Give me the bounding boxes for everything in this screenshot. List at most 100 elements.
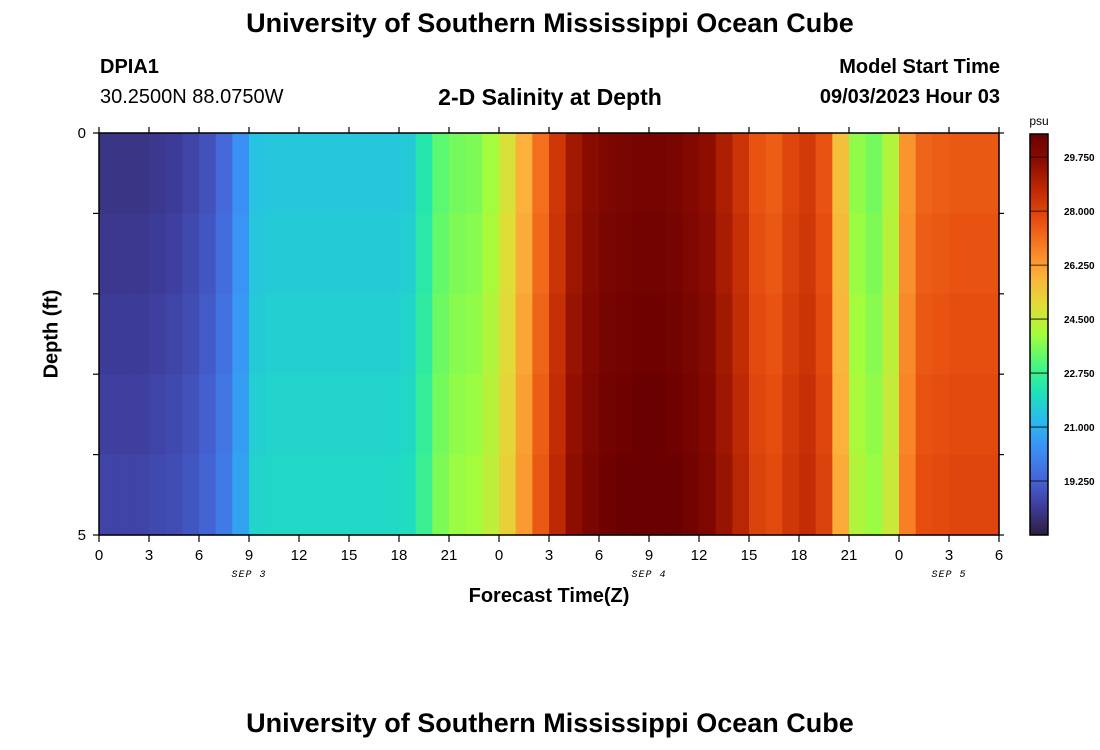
- heatmap-cell: [149, 454, 167, 536]
- heatmap-cell: [249, 293, 267, 375]
- heatmap-cell: [949, 454, 967, 536]
- heatmap-cell: [982, 133, 1000, 214]
- heatmap-cell: [432, 213, 450, 295]
- heatmap-cell: [182, 213, 200, 295]
- heatmap-cells: [99, 133, 1000, 536]
- heatmap-cell: [515, 454, 533, 536]
- heatmap-cell: [382, 374, 400, 456]
- heatmap-cell: [599, 293, 617, 375]
- heatmap-cell: [649, 213, 667, 295]
- heatmap-cell: [165, 213, 183, 295]
- heatmap-cell: [532, 374, 550, 456]
- x-tick-label: 3: [945, 547, 953, 564]
- colorbar-tick-label: 29.750: [1064, 153, 1095, 164]
- x-tick-label: 3: [545, 547, 553, 564]
- heatmap-cell: [365, 133, 383, 214]
- heatmap-cell: [99, 133, 117, 214]
- heatmap-cell: [649, 133, 667, 214]
- heatmap-cell: [815, 454, 833, 536]
- heatmap-cell: [932, 374, 950, 456]
- heatmap-cell: [449, 454, 467, 536]
- heatmap-cell: [649, 454, 667, 536]
- heatmap-cell: [849, 454, 867, 536]
- model-start-value: 09/03/2023 Hour 03: [819, 86, 1000, 108]
- heatmap-cell: [699, 213, 717, 295]
- heatmap-cell: [582, 133, 600, 214]
- heatmap-cell: [182, 133, 200, 214]
- heatmap-cell: [782, 374, 800, 456]
- date-label: SEP 4: [631, 570, 666, 581]
- heatmap-cell: [665, 213, 683, 295]
- heatmap-cell: [965, 374, 983, 456]
- heatmap-cell: [665, 293, 683, 375]
- heatmap-cell: [415, 374, 433, 456]
- x-tick-label: 9: [645, 547, 653, 564]
- heatmap-cell: [115, 213, 133, 295]
- heatmap-cell: [249, 133, 267, 214]
- heatmap-cell: [415, 133, 433, 214]
- heatmap-cell: [882, 133, 900, 214]
- heatmap-cell: [832, 293, 850, 375]
- heatmap-cell: [99, 454, 117, 536]
- heatmap-cell: [399, 133, 417, 214]
- heatmap-cell: [499, 213, 517, 295]
- heatmap-cell: [432, 293, 450, 375]
- plot-axes: 0 3 6 9 12 15 18 21 0 3 6 9 12 15 18 21 0 3 6 SEP 3 SEP 4 SEP…: [78, 125, 1004, 581]
- heatmap-cell: [165, 133, 183, 214]
- heatmap-cell: [565, 133, 583, 214]
- colorbar-tick-label: 28.000: [1064, 207, 1095, 218]
- heatmap-cell: [465, 454, 483, 536]
- x-tick-label: 0: [895, 547, 903, 564]
- heatmap-cell: [765, 293, 783, 375]
- heatmap-cell: [299, 293, 317, 375]
- heatmap-cell: [232, 454, 250, 536]
- heatmap-cell: [115, 374, 133, 456]
- heatmap-cell: [599, 133, 617, 214]
- heatmap-cell: [432, 133, 450, 214]
- heatmap-cell: [632, 293, 650, 375]
- colorbar-tick-label: 22.750: [1064, 369, 1095, 380]
- heatmap-cell: [549, 454, 567, 536]
- heatmap-cell: [382, 133, 400, 214]
- heatmap-cell: [399, 454, 417, 536]
- heatmap-cell: [699, 374, 717, 456]
- x-tick-label: 9: [245, 547, 253, 564]
- heatmap-cell: [349, 133, 367, 214]
- heatmap-cell: [699, 454, 717, 536]
- heatmap-cell: [199, 293, 217, 375]
- heatmap-cell: [249, 213, 267, 295]
- y-tick-label: 0: [78, 125, 86, 142]
- colorbar-tick-label: 24.500: [1064, 315, 1095, 326]
- x-tick-label: 6: [995, 547, 1003, 564]
- heatmap-cell: [515, 293, 533, 375]
- heatmap-cell: [199, 133, 217, 214]
- heatmap-cell: [315, 374, 333, 456]
- heatmap-cell: [415, 293, 433, 375]
- heatmap-cell: [115, 293, 133, 375]
- heatmap-cell: [99, 374, 117, 456]
- heatmap-cell: [549, 133, 567, 214]
- heatmap-cell: [765, 213, 783, 295]
- chart-title: University of Southern Mississippi Ocean…: [246, 8, 854, 38]
- heatmap-cell: [132, 293, 150, 375]
- heatmap-cell: [932, 133, 950, 214]
- heatmap-cell: [932, 293, 950, 375]
- x-tick-label: 0: [495, 547, 503, 564]
- heatmap-cell: [849, 374, 867, 456]
- x-tick-label: 21: [841, 547, 858, 564]
- heatmap-cell: [815, 213, 833, 295]
- heatmap-cell: [865, 293, 883, 375]
- heatmap-cell: [949, 374, 967, 456]
- heatmap-cell: [299, 454, 317, 536]
- heatmap-cell: [399, 213, 417, 295]
- heatmap-cell: [449, 374, 467, 456]
- heatmap-cell: [799, 213, 817, 295]
- heatmap-cell: [715, 374, 733, 456]
- heatmap-cell: [649, 293, 667, 375]
- heatmap-cell: [182, 454, 200, 536]
- heatmap-cell: [282, 454, 300, 536]
- heatmap-cell: [582, 454, 600, 536]
- heatmap-cell: [599, 374, 617, 456]
- heatmap-cell: [315, 454, 333, 536]
- heatmap-cell: [232, 374, 250, 456]
